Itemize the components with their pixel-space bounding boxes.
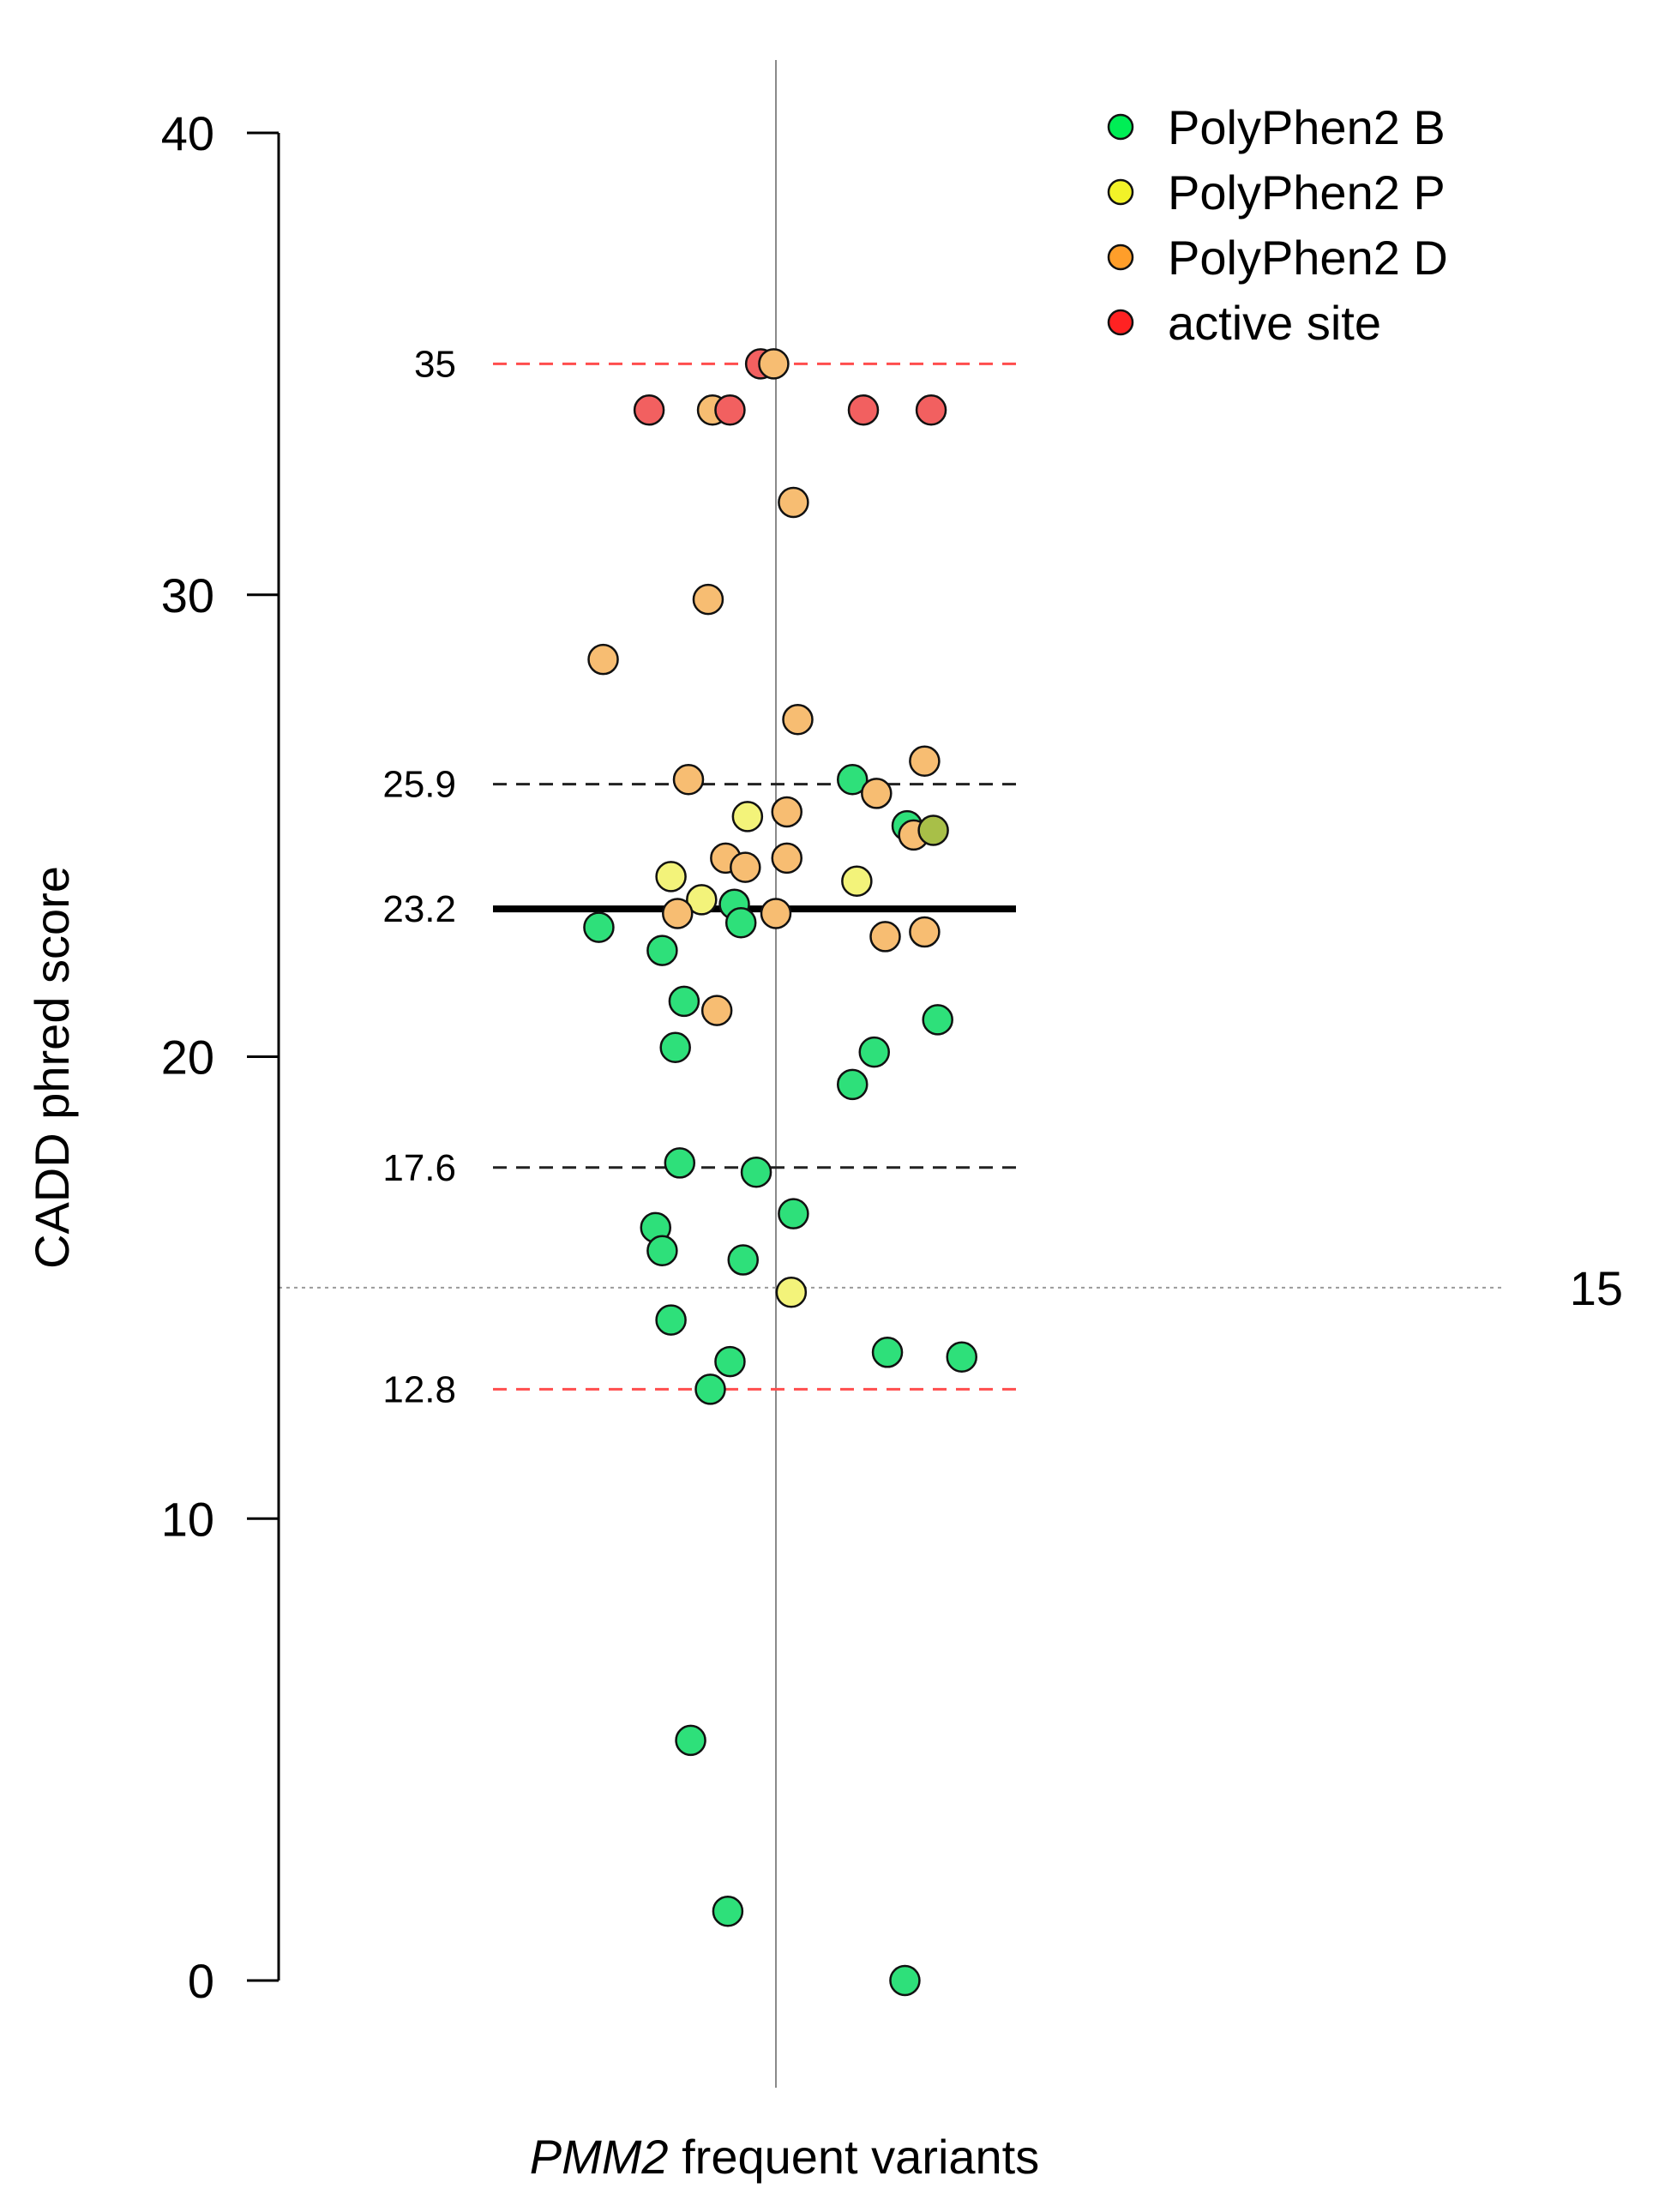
point-29 <box>724 907 757 939</box>
y-axis-title: CADD phred score <box>25 866 79 1269</box>
y-tick-label-20: 20 <box>161 1031 214 1085</box>
legend-label-A: active site <box>1168 296 1381 350</box>
point-28 <box>760 898 792 929</box>
point-15 <box>771 796 802 828</box>
point-4 <box>714 394 746 426</box>
point-25 <box>686 884 718 916</box>
point-7 <box>778 486 809 519</box>
point-21 <box>771 842 802 875</box>
point-10 <box>782 703 814 736</box>
point-53 <box>712 1895 744 1927</box>
point-49 <box>946 1341 977 1373</box>
legend-label-P: PolyPhen2 P <box>1168 165 1446 219</box>
ref-label-25-9: 25.9 <box>382 764 456 806</box>
x-axis-title-gene: PMM2 <box>530 2130 669 2184</box>
y-tick-label-40: 40 <box>161 106 214 160</box>
point-23 <box>655 861 687 893</box>
point-35 <box>700 995 733 1026</box>
point-51 <box>694 1373 726 1405</box>
point-38 <box>858 1036 890 1068</box>
point-39 <box>837 1068 869 1101</box>
y-tick-label-10: 10 <box>161 1492 214 1546</box>
x-axis-title: PMM2 frequent variants <box>530 2130 1039 2184</box>
legend-marker-P <box>1107 178 1134 206</box>
point-24 <box>841 865 873 898</box>
point-33 <box>646 935 678 966</box>
point-32 <box>909 916 941 948</box>
point-41 <box>740 1156 772 1188</box>
ref-label-15: 15 <box>1570 1261 1623 1315</box>
legend-marker-A <box>1107 309 1134 336</box>
point-42 <box>778 1198 809 1229</box>
legend-marker-D <box>1107 243 1134 271</box>
point-37 <box>659 1031 691 1063</box>
y-tick-label-30: 30 <box>161 568 214 622</box>
point-1 <box>758 348 790 380</box>
legend-label-B: PolyPhen2 B <box>1168 100 1446 154</box>
point-54 <box>889 1964 921 1997</box>
point-6 <box>915 394 947 426</box>
reference-lines-group: 35 25.9 23.2 17.6 12.8 15 <box>279 343 1623 1410</box>
point-27 <box>662 898 694 929</box>
point-5 <box>847 394 880 426</box>
point-31 <box>869 921 901 953</box>
ref-label-35: 35 <box>414 343 456 385</box>
point-8 <box>692 583 724 616</box>
point-12 <box>672 764 705 796</box>
y-axis: 0 10 20 30 40 <box>161 106 280 2008</box>
point-16 <box>731 801 764 833</box>
point-14 <box>861 778 893 809</box>
ref-label-12-8: 12.8 <box>382 1368 456 1410</box>
point-52 <box>675 1724 706 1757</box>
point-46 <box>775 1277 808 1308</box>
point-36 <box>922 1004 953 1036</box>
point-2 <box>633 394 665 426</box>
point-40 <box>664 1147 696 1179</box>
x-axis-title-rest: frequent variants <box>669 2130 1040 2184</box>
legend-label-D: PolyPhen2 D <box>1168 231 1448 285</box>
point-11 <box>909 745 941 777</box>
point-44 <box>646 1235 678 1267</box>
point-9 <box>587 643 619 676</box>
point-30 <box>583 911 615 943</box>
point-47 <box>655 1304 687 1336</box>
point-13 <box>837 764 869 796</box>
legend: PolyPhen2 B PolyPhen2 P PolyPhen2 D active … <box>1107 100 1448 350</box>
data-points-group <box>583 348 977 1997</box>
point-22 <box>730 851 761 883</box>
legend-marker-B <box>1107 113 1134 141</box>
ref-label-23-2: 23.2 <box>382 888 456 930</box>
ref-label-17-6: 17.6 <box>382 1147 456 1189</box>
y-tick-label-0: 0 <box>188 1954 214 2008</box>
point-48 <box>871 1337 904 1368</box>
point-34 <box>668 985 700 1018</box>
point-50 <box>714 1345 746 1378</box>
point-19 <box>917 814 949 846</box>
point-45 <box>727 1244 759 1276</box>
